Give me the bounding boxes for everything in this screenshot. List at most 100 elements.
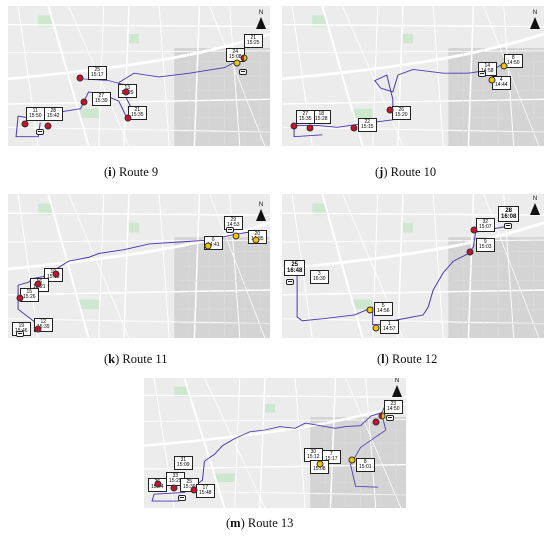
stop-marker: [122, 88, 130, 96]
caption-letter: m: [230, 516, 241, 530]
route9-path: [15, 56, 245, 138]
bus-icon: [504, 223, 512, 229]
stop-marker: [44, 122, 52, 130]
stop-marker: [488, 76, 496, 84]
north-label: N: [394, 378, 400, 384]
stop-id: 8: [511, 55, 515, 61]
bus-icon: [226, 227, 234, 233]
stop-id: 27: [302, 111, 309, 117]
stop-label: 32 15:07: [476, 218, 495, 232]
stop-marker: [34, 280, 42, 288]
stop-time: 14:56: [377, 308, 390, 314]
stop-label: 5 14:56: [374, 302, 393, 316]
stop-time: 14:53: [227, 222, 240, 228]
stop-marker: [290, 122, 298, 130]
stop-marker: [366, 306, 374, 314]
stop-label: 28 16:08: [498, 206, 520, 222]
stop-time: 14:50: [387, 406, 400, 412]
stop-label: 15 15:26: [20, 288, 39, 302]
stop-marker: [306, 124, 314, 132]
stop-marker: [348, 456, 356, 464]
caption-text: Route 11: [122, 352, 168, 366]
stop-time: 14:41: [207, 242, 220, 248]
bus-icon: [178, 495, 186, 501]
stop-label: 28 15:42: [44, 107, 63, 121]
stop-marker: [386, 106, 394, 114]
caption-letter: j: [379, 165, 384, 179]
stop-time: 16:08: [501, 214, 517, 220]
caption-text: Route 13: [247, 516, 294, 530]
stop-time: 14:57: [383, 326, 396, 332]
north-label: N: [532, 10, 538, 16]
bus-icon: [386, 415, 394, 421]
north-label: N: [532, 196, 538, 202]
stop-id: 15: [26, 289, 33, 295]
stop-id: 8: [363, 459, 367, 465]
stop-marker: [350, 124, 358, 132]
route10-map: [282, 6, 544, 146]
stop-id: 33: [172, 473, 179, 479]
stop-id: 18: [318, 111, 325, 117]
stop-label: 8 14:50: [504, 54, 523, 68]
stop-time: 14:58: [481, 68, 494, 74]
stop-id: 3: [317, 271, 321, 277]
stop-time: 15:12: [307, 454, 320, 460]
stop-marker: [80, 98, 88, 106]
caption-route10: (j) Route 10: [375, 165, 437, 179]
stop-id: 29: [230, 217, 237, 223]
stop-time: 15:42: [47, 113, 60, 119]
stop-label: 11 15:50: [26, 107, 45, 121]
stop-id: 12: [40, 319, 47, 325]
stop-id: 25: [94, 67, 101, 73]
stop-label: 31 15:09: [174, 456, 193, 470]
stop-id: 20: [254, 231, 261, 237]
stop-time: 14:44: [495, 82, 508, 88]
stop-id: 32: [482, 219, 489, 225]
stop-marker: [16, 294, 24, 302]
stop-id: 7: [329, 451, 333, 457]
stop-id: 14: [484, 63, 491, 69]
stop-marker: [124, 114, 132, 122]
stop-marker: [372, 324, 380, 332]
stop-time: 15:35: [299, 116, 312, 122]
bus-icon: [478, 71, 486, 77]
north-arrow-icon: N: [254, 202, 268, 221]
stop-label: 27 15:39: [92, 92, 111, 106]
stop-id: 5: [381, 303, 385, 309]
north-arrow-icon: N: [528, 196, 542, 215]
caption-route9: (i) Route 9: [104, 165, 159, 179]
stop-marker: [170, 484, 178, 492]
stop-time: 15:15: [361, 124, 374, 130]
stop-id: 9: [483, 239, 487, 245]
stop-time: 15:50: [29, 113, 42, 119]
caption-route13: (m) Route 13: [226, 516, 294, 530]
stop-id: 21: [134, 107, 141, 113]
stop-marker: [316, 460, 324, 468]
stop-label: 3 16:30: [310, 270, 329, 284]
stop-id: 17: [202, 485, 209, 491]
stop-marker: [372, 418, 380, 426]
stop-time: 15:08: [229, 54, 242, 60]
bus-icon: [239, 69, 247, 75]
stop-time: 16:30: [313, 276, 326, 282]
stop-marker: [21, 120, 29, 128]
stop-marker: [233, 59, 241, 67]
caption-letter: i: [108, 165, 112, 179]
stop-time: 15:26: [23, 294, 36, 300]
stop-label: 9 15:03: [476, 238, 495, 252]
stop-marker: [34, 325, 42, 333]
stop-time: 15:35: [131, 112, 144, 118]
stop-time: 15:09: [177, 462, 190, 468]
stop-marker: [190, 486, 198, 494]
caption-route11: (k) Route 11: [104, 352, 168, 366]
stop-marker: [470, 226, 478, 234]
stop-time: 15:03: [479, 244, 492, 250]
route10-map-panel: N 14 14:58 8 14:50 4 14:44 26 15:20 22 15:15 …: [282, 6, 544, 146]
stop-id: 28: [50, 108, 57, 114]
route12-map: [282, 194, 544, 338]
stop-label: 21 15:25: [244, 34, 263, 48]
north-arrow-icon: N: [254, 10, 268, 29]
stop-marker: [232, 232, 240, 240]
stop-marker: [378, 412, 386, 420]
